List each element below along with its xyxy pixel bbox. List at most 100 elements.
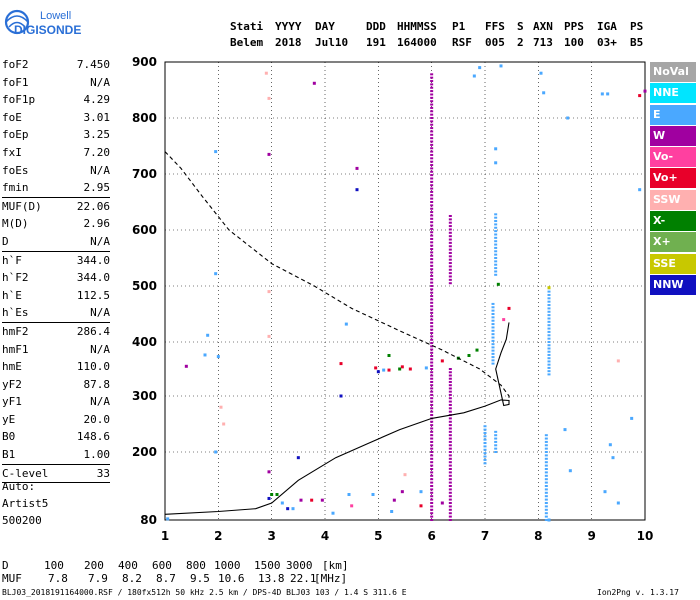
echo-trace-mark bbox=[494, 273, 498, 276]
echo-trace-mark bbox=[547, 337, 551, 340]
echo-trace-mark bbox=[430, 468, 434, 470]
echo-trace-mark bbox=[483, 431, 487, 434]
header-value: 2 bbox=[517, 36, 524, 49]
distance-value: 200 bbox=[84, 559, 104, 572]
echo-trace-mark bbox=[430, 167, 434, 170]
echo-point bbox=[507, 306, 511, 310]
echo-trace-mark bbox=[430, 430, 434, 433]
param-label: fxI bbox=[2, 145, 22, 159]
legend-item: SSW bbox=[650, 189, 696, 210]
echo-trace-mark bbox=[491, 329, 495, 332]
echo-trace-mark bbox=[448, 272, 452, 275]
echo-point bbox=[339, 394, 343, 398]
echo-point bbox=[214, 450, 218, 454]
param-row: C-level 33 bbox=[2, 465, 110, 484]
echo-trace-mark bbox=[430, 204, 434, 207]
echo-point bbox=[310, 498, 314, 502]
echo-trace-mark bbox=[483, 442, 487, 445]
echo-trace-mark bbox=[430, 368, 434, 370]
echo-trace-mark bbox=[430, 491, 434, 494]
echo-trace-mark bbox=[491, 343, 495, 346]
param-value: 2.95 bbox=[83, 181, 111, 195]
echo-trace-mark bbox=[483, 448, 487, 451]
echo-trace-mark bbox=[430, 342, 434, 345]
echo-trace-mark bbox=[430, 464, 434, 467]
echo-trace-mark bbox=[547, 347, 551, 350]
echo-trace-mark bbox=[430, 301, 434, 304]
muf-value: 13.8 bbox=[258, 572, 285, 585]
distance-value: 3000 bbox=[286, 559, 313, 572]
echo-trace-mark bbox=[448, 397, 452, 400]
echo-trace-mark bbox=[448, 410, 452, 413]
echo-point bbox=[355, 166, 359, 170]
param-row: yF1 N/A bbox=[2, 393, 110, 411]
echo-trace-mark bbox=[430, 177, 434, 180]
echo-point bbox=[478, 66, 482, 70]
echo-trace-mark bbox=[430, 338, 434, 341]
echo-trace-mark bbox=[547, 300, 551, 303]
echo-trace-mark bbox=[494, 447, 498, 450]
echo-point bbox=[494, 161, 498, 165]
echo-point bbox=[299, 498, 303, 502]
echo-trace-mark bbox=[430, 485, 434, 487]
echo-trace-mark bbox=[430, 305, 434, 308]
echo-point bbox=[440, 501, 444, 505]
echo-trace-mark bbox=[430, 83, 434, 86]
echo-trace-mark bbox=[494, 213, 498, 216]
echo-trace-mark bbox=[448, 454, 452, 457]
distance-value: 400 bbox=[118, 559, 138, 572]
echo-point bbox=[643, 89, 647, 93]
header-label: HHMMSS bbox=[397, 20, 437, 33]
echo-trace-mark bbox=[491, 326, 495, 329]
distance-label: D bbox=[2, 559, 9, 572]
echo-trace-mark bbox=[544, 519, 548, 521]
echo-trace-mark bbox=[544, 512, 548, 515]
param-row: h`F2 344.0 bbox=[2, 269, 110, 287]
echo-trace-mark bbox=[448, 374, 452, 377]
echo-trace-mark bbox=[448, 444, 452, 447]
param-label: hmF2 bbox=[2, 324, 29, 338]
echo-trace-mark bbox=[430, 248, 434, 251]
echo-trace-mark bbox=[544, 454, 548, 457]
muf-value: 10.6 bbox=[218, 572, 245, 585]
param-row: hmF2 286.4 bbox=[2, 323, 110, 341]
echo-trace-mark bbox=[448, 380, 452, 383]
x-tick-label: 8 bbox=[534, 529, 542, 543]
header-value: Belem bbox=[230, 36, 264, 49]
echo-trace-mark bbox=[547, 353, 551, 356]
echo-trace-mark bbox=[430, 380, 434, 383]
echo-trace-mark bbox=[448, 251, 452, 254]
logo-line1: Lowell bbox=[40, 10, 71, 22]
echo-point bbox=[467, 354, 471, 357]
echo-point bbox=[424, 366, 428, 370]
y-tick-label: 500 bbox=[132, 279, 157, 293]
echo-trace-mark bbox=[544, 464, 548, 467]
echo-trace-mark bbox=[430, 278, 434, 281]
echo-point bbox=[606, 92, 610, 96]
echo-trace-mark bbox=[430, 424, 434, 427]
echo-point bbox=[206, 333, 210, 337]
echo-trace-mark bbox=[544, 481, 548, 484]
echo-trace-mark bbox=[448, 461, 452, 464]
echo-trace-mark bbox=[494, 240, 498, 243]
echo-trace-mark bbox=[544, 491, 548, 494]
echo-trace-mark bbox=[430, 355, 434, 358]
param-value: N/A bbox=[90, 395, 110, 409]
param-value: 112.5 bbox=[76, 288, 110, 302]
echo-trace-mark bbox=[430, 325, 434, 328]
legend-item: Vo- bbox=[650, 147, 696, 168]
echo-point bbox=[267, 290, 271, 294]
param-value: 344.0 bbox=[76, 253, 110, 267]
echo-point bbox=[630, 416, 634, 420]
header-label: DAY bbox=[315, 20, 335, 33]
echo-trace-mark bbox=[491, 313, 495, 315]
muf-value: 8.7 bbox=[156, 572, 176, 585]
echo-point bbox=[440, 359, 444, 363]
echo-point bbox=[286, 507, 290, 511]
echo-trace-mark bbox=[491, 349, 495, 352]
param-row: M(D) 2.96 bbox=[2, 215, 110, 233]
echo-trace-mark bbox=[430, 291, 434, 294]
echo-trace-mark bbox=[430, 414, 434, 417]
param-value: 87.8 bbox=[83, 377, 111, 391]
echo-point bbox=[563, 428, 567, 432]
